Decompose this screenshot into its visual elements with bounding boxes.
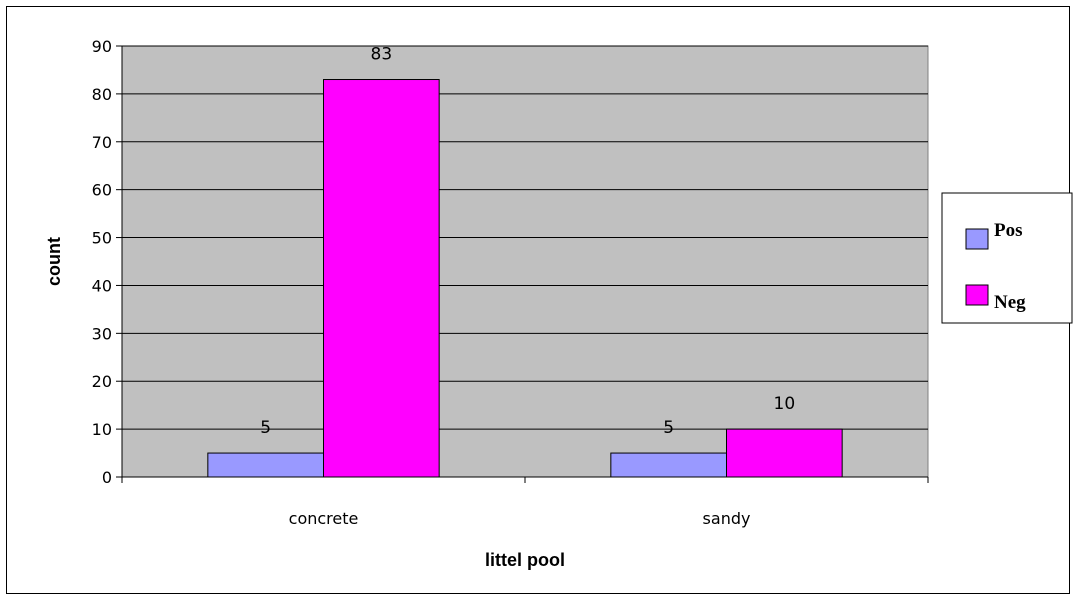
- y-tick-label: 70: [92, 133, 112, 152]
- bar-pos-sandy: [610, 452, 727, 478]
- data-label: 5: [260, 418, 271, 438]
- bars: [207, 79, 843, 478]
- data-label: 83: [371, 45, 393, 65]
- legend-swatch-neg: [965, 284, 989, 306]
- y-tick-label: 20: [92, 372, 112, 391]
- y-tick-label: 0: [102, 468, 112, 487]
- data-label: 5: [663, 418, 674, 438]
- y-tick-label: 50: [92, 229, 112, 248]
- legend-label-neg: Neg: [994, 292, 1026, 313]
- data-label: 10: [774, 394, 796, 414]
- legend: Pos Neg: [941, 192, 1073, 324]
- y-tick-label: 40: [92, 276, 112, 295]
- axes: [116, 45, 929, 483]
- labels: 0 10 20 30 40 50 60 70 80 90 concrete 5 83 sandy 5 10: [92, 37, 796, 528]
- legend-label-pos: Pos: [994, 220, 1023, 241]
- bar-neg-sandy: [726, 428, 843, 478]
- y-axis-title: count: [44, 237, 64, 286]
- y-tick-label: 80: [92, 85, 112, 104]
- legend-swatch-pos: [965, 228, 989, 250]
- bar-neg-concrete: [323, 79, 440, 478]
- y-tick-label: 90: [92, 37, 112, 56]
- x-axis-title: littel pool: [485, 550, 565, 570]
- y-tick-label: 30: [92, 324, 112, 343]
- y-tick-label: 10: [92, 420, 112, 439]
- x-tick-label: sandy: [703, 509, 751, 528]
- legend-box: [941, 192, 1073, 324]
- plot-area: [121, 45, 929, 478]
- x-tick-label: concrete: [289, 509, 359, 528]
- bar-pos-concrete: [207, 452, 325, 478]
- y-tick-label: 60: [92, 181, 112, 200]
